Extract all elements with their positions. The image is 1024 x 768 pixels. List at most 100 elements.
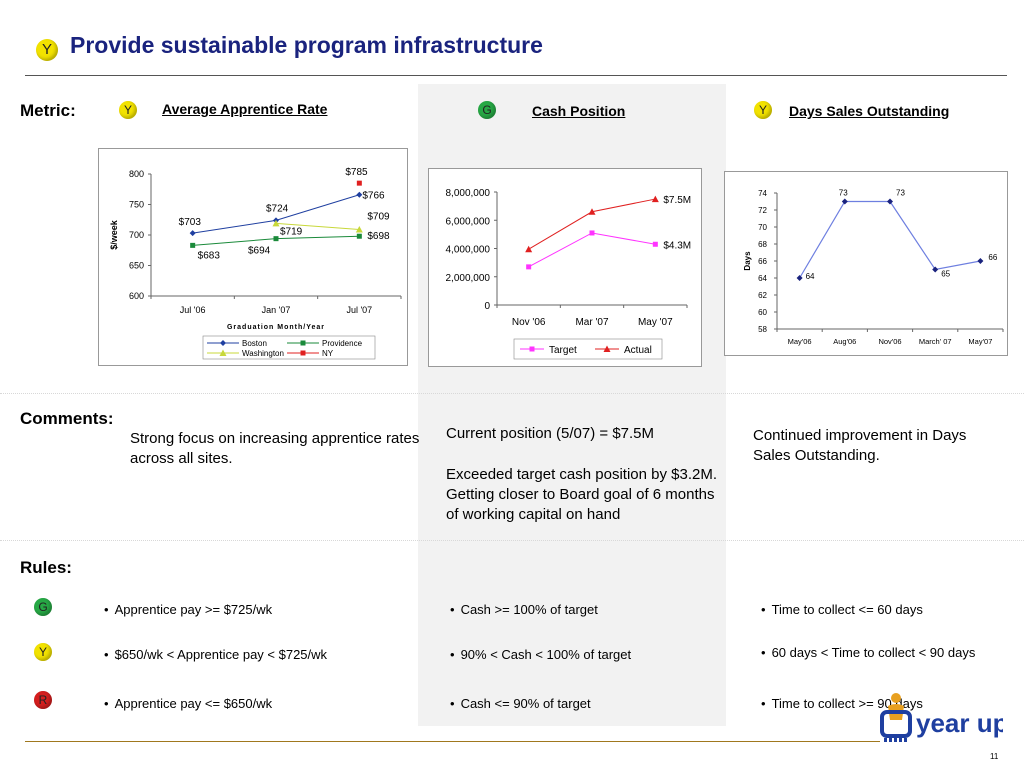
metric3-status-indicator: Y	[754, 101, 772, 119]
data-point	[356, 180, 362, 186]
y-tick-label: 58	[758, 325, 767, 334]
data-label: $703	[179, 217, 202, 228]
metric1-status-indicator: Y	[119, 101, 137, 119]
y-tick-label: 650	[129, 261, 144, 271]
section-divider	[0, 393, 1024, 394]
x-tick-label: May'06	[788, 337, 812, 346]
metric1-title: Average Apprentice Rate	[162, 101, 328, 117]
data-point	[932, 266, 939, 273]
data-label: 64	[806, 272, 815, 281]
x-tick-label: Jul '06	[180, 305, 206, 315]
data-point	[355, 226, 363, 233]
apprentice-rate-chart: 600 650 700 750 800 Jul '06 Jan '07 Jul '07 Grad…	[98, 148, 408, 366]
x-tick-label: Aug'06	[833, 337, 856, 346]
metric3-title: Days Sales Outstanding	[789, 103, 950, 119]
days-sales-chart: 58 60 62 64 66 68 70 72 74 May'06 Aug'06 Nov'06 Marc…	[724, 171, 1008, 356]
y-tick-label: 60	[758, 308, 767, 317]
cash-position-chart-svg: 0 2,000,000 4,000,000 6,000,000 8,000,000 Nov…	[446, 188, 691, 360]
data-point	[189, 230, 196, 237]
rule-red-indicator: R	[34, 691, 52, 709]
series-line	[799, 200, 981, 279]
data-point	[272, 219, 280, 227]
legend-label: Actual	[624, 345, 652, 356]
rule-red-days: Time to collect >= 90 days	[761, 696, 923, 711]
data-point	[356, 191, 363, 198]
data-point	[796, 275, 803, 281]
rule-red-cash: Cash <= 90% of target	[450, 696, 591, 711]
x-tick-label: May '07	[638, 317, 673, 328]
x-tick-label: Nov '06	[512, 317, 546, 328]
data-label: 65	[941, 270, 950, 279]
x-tick-label: May'07	[968, 337, 992, 346]
y-tick-label: 0	[484, 301, 490, 312]
x-axis-title: Graduation Month/Year	[227, 324, 325, 331]
rule-green-indicator: G	[34, 598, 52, 616]
svg-text:year up: year up	[916, 708, 1003, 738]
legend-box	[513, 338, 663, 360]
metric-label: Metric:	[20, 101, 76, 120]
legend-label: NY	[322, 349, 334, 358]
series-line-actual	[528, 198, 656, 250]
data-point	[887, 198, 893, 205]
cash-position-chart: 0 2,000,000 4,000,000 6,000,000 8,000,000 Nov…	[428, 168, 702, 367]
rule-yellow-indicator: Y	[34, 643, 52, 661]
legend-marker	[529, 346, 535, 352]
y-tick-label: 750	[129, 200, 144, 210]
status-indicator-yellow: Y	[36, 39, 58, 61]
legend-marker	[300, 340, 306, 346]
data-label: $698	[367, 231, 390, 242]
y-tick-label: 68	[758, 240, 767, 249]
data-point	[588, 208, 596, 215]
rule-yellow-days: 60 days < Time to collect < 90 days	[761, 645, 976, 660]
data-point	[273, 236, 279, 242]
data-label: $719	[280, 226, 303, 237]
legend-marker	[300, 350, 306, 356]
rule-yellow-cash: 90% < Cash < 100% of target	[450, 647, 632, 662]
data-point	[190, 242, 196, 248]
x-tick-label: Jan '07	[262, 305, 291, 315]
legend-label: Boston	[242, 339, 267, 348]
series-line-washington	[275, 222, 360, 231]
x-tick-label: Nov'06	[878, 337, 901, 346]
data-point	[977, 258, 984, 264]
comment-cash-detail: Exceeded target cash position by $3.2M. …	[446, 466, 717, 523]
data-label: $724	[266, 203, 289, 214]
data-point	[652, 241, 658, 247]
legend-label: Target	[549, 345, 577, 356]
y-axis-title: Days	[743, 251, 752, 271]
y-axis-title: $/week	[109, 219, 119, 250]
y-tick-label: 700	[129, 230, 144, 240]
data-point	[525, 245, 533, 253]
year-up-logo-icon: year up	[880, 693, 1009, 742]
y-tick-label: 600	[129, 291, 144, 301]
data-label: $683	[198, 250, 221, 261]
metric2-title: Cash Position	[532, 103, 626, 119]
rule-yellow-apprentice: $650/wk < Apprentice pay < $725/wk	[104, 647, 327, 662]
y-tick-label: 74	[758, 189, 767, 198]
metric2-status-indicator: G	[478, 101, 496, 119]
y-tick-label: 8,000,000	[446, 188, 491, 199]
data-label: $766	[362, 191, 385, 202]
data-point	[589, 230, 595, 236]
page-title: Provide sustainable program infrastructu…	[70, 32, 543, 58]
x-tick-label: Jul '07	[346, 305, 372, 315]
y-tick-label: 6,000,000	[446, 216, 491, 227]
x-tick-label: Mar '07	[575, 317, 608, 328]
page-number: 11	[990, 752, 999, 761]
comment-days-sales: Continued improvement in Days Sales Outs…	[753, 427, 967, 464]
data-point	[356, 233, 362, 239]
data-point	[526, 264, 532, 270]
rule-green-apprentice: Apprentice pay >= $725/wk	[104, 602, 273, 617]
x-tick-label: March' 07	[919, 337, 952, 346]
comment-cash-current: Current position (5/07) = $7.5M	[446, 425, 655, 442]
section-divider	[0, 540, 1024, 541]
y-tick-label: 64	[758, 274, 767, 283]
data-label: 66	[988, 253, 997, 262]
y-tick-label: 72	[758, 206, 767, 215]
legend-label: Washington	[242, 349, 284, 358]
y-tick-label: 70	[758, 223, 767, 232]
end-label: $7.5M	[663, 195, 691, 206]
y-tick-label: 4,000,000	[446, 245, 491, 256]
legend-box	[202, 335, 376, 360]
data-label: 73	[896, 189, 905, 198]
